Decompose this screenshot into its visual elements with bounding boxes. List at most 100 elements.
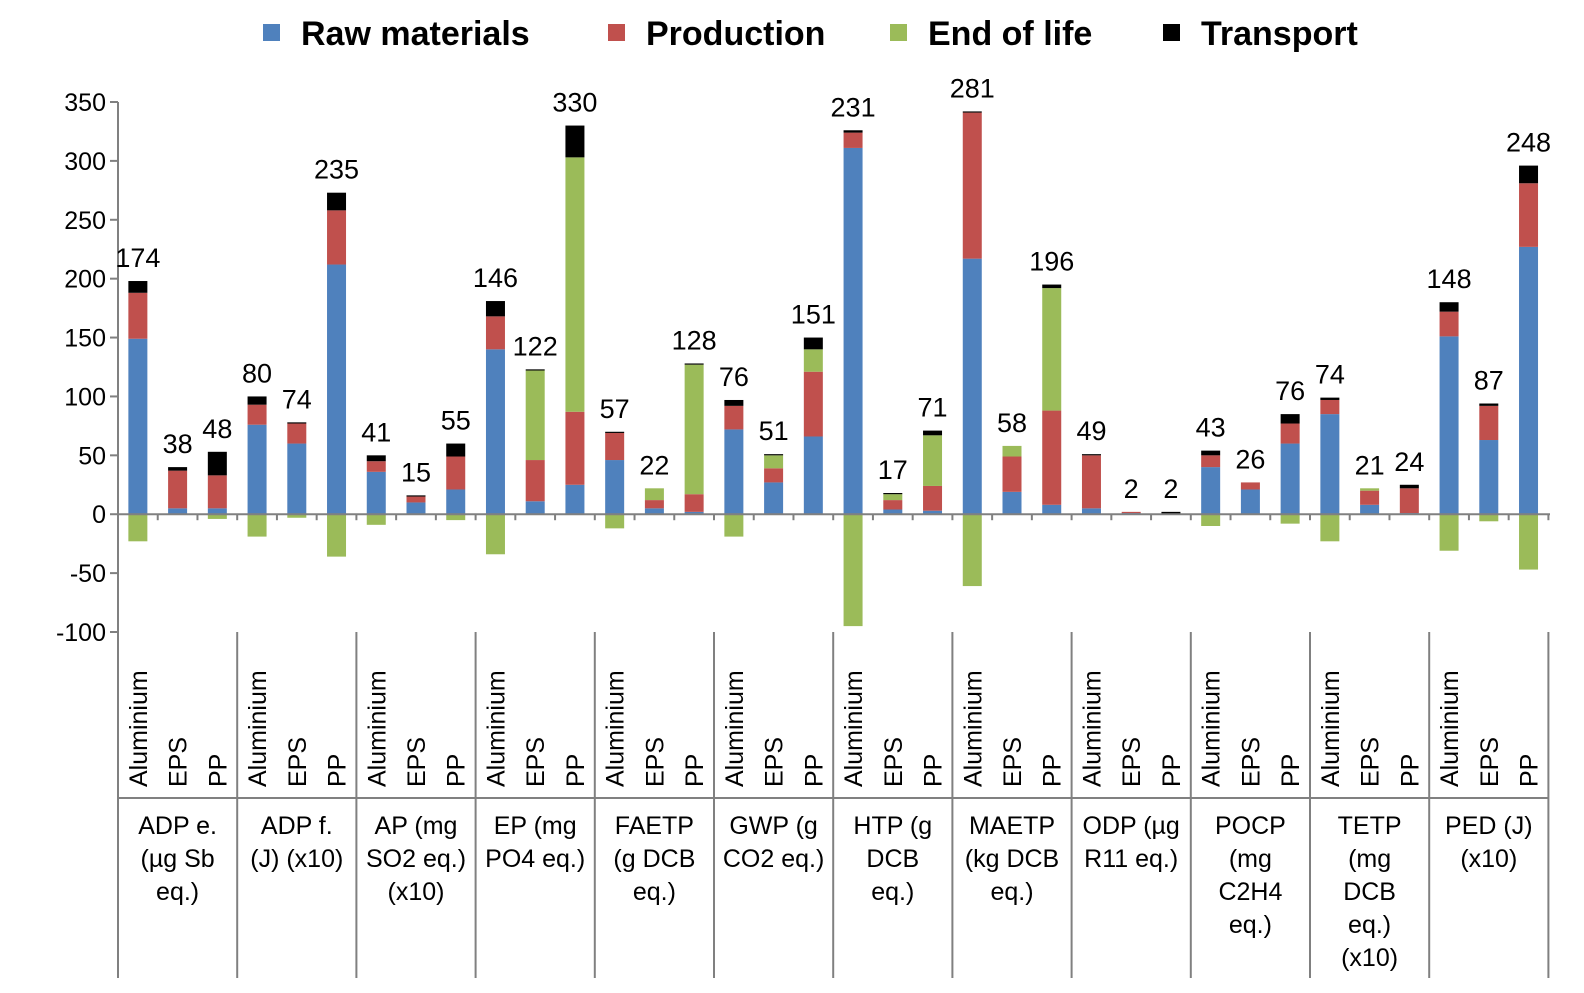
- total-label: 74: [282, 384, 312, 414]
- bar-segment-trans: [923, 430, 943, 436]
- total-label: 151: [791, 300, 836, 330]
- bar-segment-raw: [684, 511, 704, 515]
- y-tick-label: 300: [64, 148, 106, 176]
- bar-segment-raw: [168, 508, 188, 515]
- bar-segment-raw: [764, 482, 784, 515]
- bar-segment-eol-negative: [1280, 514, 1300, 524]
- category-label: Aluminium: [721, 670, 749, 787]
- total-label: 17: [878, 455, 908, 485]
- bar-segment-prod: [366, 461, 386, 472]
- total-label: 55: [441, 406, 471, 436]
- bar-segment-trans: [1280, 414, 1300, 424]
- category-label: PP: [443, 754, 471, 787]
- bar-segment-eol-negative: [446, 514, 466, 521]
- bar-segment-raw: [128, 338, 148, 515]
- total-label: 43: [1196, 413, 1226, 443]
- bar-segment-eol-negative: [605, 514, 625, 529]
- total-label: 231: [831, 92, 876, 122]
- bar-segment-raw: [446, 489, 466, 515]
- bar-segment-eol-negative: [724, 514, 744, 537]
- bar-segment-trans: [366, 455, 386, 462]
- bar-segment-prod: [1439, 311, 1459, 337]
- bar-segment-prod: [287, 423, 307, 444]
- bar-segment-eol-negative: [287, 514, 307, 518]
- total-label: 330: [552, 88, 597, 118]
- y-tick-label: 350: [64, 89, 106, 117]
- bar-segment-eol: [525, 370, 545, 461]
- total-label: 281: [950, 73, 995, 103]
- group-label: FAETP (g DCB eq.): [613, 812, 695, 906]
- group-label: GWP (g CO2 eq.): [723, 812, 824, 873]
- bar-segment-trans: [287, 422, 307, 424]
- group-label: POCP (mg C2H4 eq.): [1215, 812, 1286, 939]
- category-label: PP: [681, 754, 709, 787]
- bar-segment-prod: [247, 404, 267, 425]
- category-label: PP: [562, 754, 590, 787]
- total-labels: 1743848807423541155514612233057221287651…: [115, 73, 1551, 503]
- bar-segment-trans: [327, 192, 347, 211]
- group-label: HTP (g DCB eq.): [853, 812, 932, 906]
- category-label: Aluminium: [1436, 670, 1464, 787]
- bar-segment-trans: [962, 111, 982, 113]
- total-label: 122: [513, 331, 558, 361]
- total-label: 51: [759, 416, 789, 446]
- bar-segment-prod: [565, 411, 585, 485]
- bar-segment-raw: [1042, 504, 1062, 515]
- bar-segment-raw: [1360, 504, 1380, 515]
- bar-segment-raw: [247, 424, 267, 515]
- bar-segment-trans: [446, 443, 466, 457]
- bar-segment-prod: [525, 460, 545, 502]
- category-label: PP: [204, 754, 232, 787]
- bar-segment-prod: [684, 494, 704, 512]
- bar-segment-prod: [923, 485, 943, 511]
- bar-segment-prod: [962, 112, 982, 259]
- category-label: EPS: [165, 737, 193, 787]
- legend-label-eol: End of life: [928, 15, 1092, 53]
- legend-swatch-prod: [608, 24, 625, 41]
- category-label: EPS: [403, 737, 431, 787]
- bar-segment-trans: [247, 396, 267, 405]
- bar-segment-raw: [1240, 489, 1260, 515]
- total-label: 174: [115, 243, 160, 273]
- bar-segment-prod: [1002, 456, 1022, 492]
- bar-segment-trans: [684, 363, 704, 365]
- category-label: Aluminium: [840, 670, 868, 787]
- total-label: 22: [639, 450, 669, 480]
- legend: Raw materials Production End of life Transp…: [263, 15, 1358, 53]
- bar-segment-raw: [923, 510, 943, 515]
- bar-segment-trans: [764, 454, 784, 456]
- bar-segment-eol: [1002, 445, 1022, 457]
- category-label: EPS: [641, 737, 669, 787]
- legend-swatch-raw: [263, 24, 280, 41]
- total-label: 57: [600, 394, 630, 424]
- group-label: ODP (µg R11 eq.): [1083, 812, 1180, 873]
- y-tick-label: 150: [64, 325, 106, 353]
- bar-segment-trans: [1399, 484, 1419, 489]
- total-label: 2: [1124, 474, 1139, 504]
- bar-segment-trans: [207, 451, 227, 476]
- bar-segment-eol-negative: [1439, 514, 1459, 551]
- category-label: EPS: [284, 737, 312, 787]
- bar-segment-eol: [764, 455, 784, 469]
- total-label: 87: [1474, 366, 1504, 396]
- bar-segment-eol: [1360, 488, 1380, 491]
- bar-segment-raw: [406, 502, 426, 515]
- bar-segment-prod: [605, 432, 625, 461]
- group-label: PED (J) (x10): [1445, 812, 1533, 873]
- legend-label-prod: Production: [646, 15, 825, 53]
- bar-segment-raw: [1479, 440, 1499, 515]
- category-label: EPS: [999, 737, 1027, 787]
- y-tick-label: 200: [64, 266, 106, 294]
- total-label: 41: [361, 417, 391, 447]
- bar-segment-raw: [1081, 508, 1101, 515]
- category-label: PP: [800, 754, 828, 787]
- bar-segment-raw: [366, 471, 386, 515]
- bar-segment-eol-negative: [962, 514, 982, 587]
- category-label: EPS: [522, 737, 550, 787]
- y-axis: -100 -50 0 50 100 150 200 250 300 350: [56, 89, 119, 647]
- bar-segment-prod: [1042, 410, 1062, 505]
- bar-segment-raw: [962, 258, 982, 515]
- bar-segment-eol-negative: [366, 514, 386, 525]
- bar-segment-trans: [1439, 302, 1459, 312]
- bar-segment-eol: [684, 364, 704, 495]
